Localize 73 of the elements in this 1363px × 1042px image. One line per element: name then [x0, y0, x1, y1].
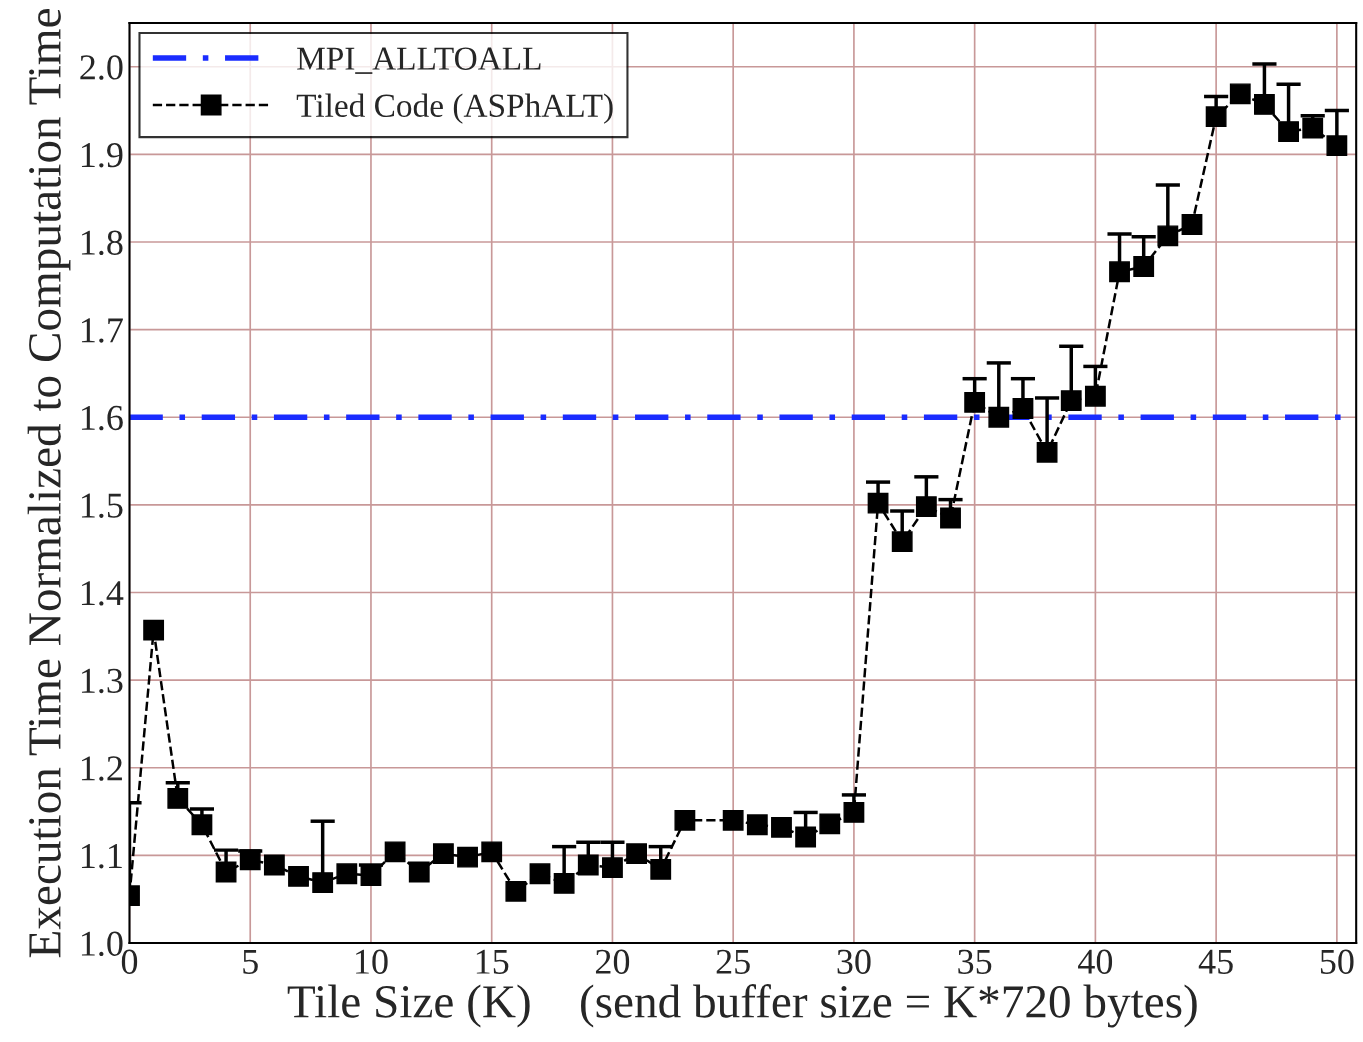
point [1254, 94, 1275, 115]
legend-label: Tiled Code (ASPhALT) [296, 93, 613, 124]
point [650, 858, 672, 880]
y-tick-label: 1.8 [81, 230, 123, 256]
x-tick-label: 45 [1198, 949, 1233, 974]
point [167, 788, 189, 809]
y-tick-label: 1.0 [81, 931, 123, 957]
point [843, 802, 865, 823]
x-tick-label: 0 [121, 949, 138, 974]
point [384, 841, 406, 863]
y-tick-label: 1.6 [81, 405, 123, 431]
point [746, 814, 768, 836]
point [553, 873, 575, 894]
y-tick-label: 1.5 [81, 493, 123, 518]
legend-label: MPI_ALLTOALL [297, 47, 541, 74]
point [457, 846, 478, 868]
point [432, 843, 454, 865]
point [891, 531, 913, 553]
point [819, 813, 841, 835]
point [602, 857, 623, 879]
x-tick-label: 30 [837, 949, 871, 974]
x-tick-label: 20 [595, 949, 630, 974]
point [988, 406, 1010, 428]
x-tick-label: 35 [958, 949, 992, 974]
point [529, 863, 551, 885]
point [1084, 385, 1106, 407]
point [1060, 390, 1082, 412]
x-tick-label: 50 [1320, 949, 1354, 974]
point [1181, 214, 1203, 235]
y-axis-title: Execution Time Normalized to Computation Time [27, 9, 71, 958]
point [626, 843, 648, 865]
y-tick-label: 1.7 [81, 318, 123, 343]
point [1109, 261, 1130, 283]
point [795, 826, 817, 848]
point [722, 809, 744, 831]
y-tick-label: 1.9 [81, 142, 123, 168]
point [263, 854, 285, 876]
y-tick-label: 1.2 [81, 756, 122, 781]
point [867, 492, 889, 514]
point [577, 854, 599, 876]
point [1326, 135, 1348, 157]
point [1278, 121, 1299, 142]
point [1036, 441, 1058, 463]
point [1157, 225, 1179, 247]
x-tick-label: 40 [1078, 949, 1113, 974]
point [312, 872, 334, 893]
x-tick-label: 5 [243, 949, 258, 974]
x-tick-label: 10 [356, 949, 388, 974]
point [191, 814, 213, 836]
point [408, 861, 430, 883]
point [143, 619, 165, 641]
x-tick-label: 25 [716, 949, 750, 974]
point [1133, 256, 1155, 277]
point [481, 841, 503, 863]
x-tick-label: 15 [476, 949, 509, 974]
y-tick-label: 1.3 [81, 668, 123, 694]
point [1229, 83, 1251, 105]
point [674, 809, 696, 831]
y-tick-label: 1.4 [81, 581, 124, 606]
point [336, 863, 358, 885]
point [288, 865, 309, 887]
point [1012, 398, 1034, 419]
point [215, 861, 237, 883]
point [940, 507, 961, 529]
point [360, 865, 382, 886]
point [964, 391, 986, 413]
point [915, 496, 937, 518]
y-tick-label: 1.1 [81, 844, 122, 869]
point [1205, 106, 1227, 128]
point [771, 816, 792, 838]
x-axis-title: Tile Size (K) (send buffer size = K*720 bytes) [287, 984, 1197, 1028]
y-tick-label: 2.0 [80, 55, 123, 80]
point [505, 880, 527, 902]
